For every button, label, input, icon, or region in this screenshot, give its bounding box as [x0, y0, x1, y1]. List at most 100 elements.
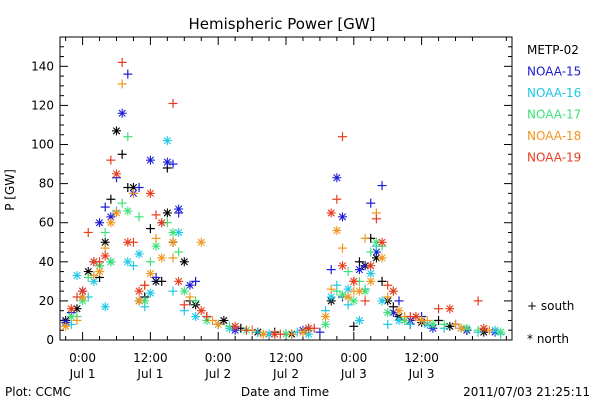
north-point-noaa-19 — [338, 261, 347, 271]
south-point-noaa-19 — [140, 280, 150, 290]
south-point-noaa-18 — [326, 284, 336, 294]
x-tick-label-date: Jul 3 — [408, 367, 435, 381]
north-point-noaa-18 — [332, 226, 342, 236]
north-point-noaa-17 — [349, 296, 359, 306]
north-point-metp-02 — [179, 257, 189, 267]
y-tick-label: 140 — [31, 59, 54, 73]
south-point-noaa-17 — [123, 132, 133, 142]
north-point-noaa-16 — [354, 315, 364, 325]
south-point-noaa-19 — [338, 132, 347, 142]
legend-entry-noaa-16: NOAA-16 — [527, 86, 581, 100]
north-point-noaa-19 — [66, 304, 76, 314]
south-point-noaa-18 — [128, 188, 138, 198]
north-point-noaa-18 — [168, 237, 178, 247]
north-point-noaa-19 — [388, 286, 398, 296]
south-point-noaa-18 — [151, 233, 161, 243]
south-point-noaa-15 — [151, 272, 161, 282]
legend-entry-noaa-15: NOAA-15 — [527, 65, 581, 79]
south-point-noaa-19 — [106, 155, 116, 165]
north-point-noaa-16 — [145, 288, 155, 298]
north-point-noaa-15 — [354, 265, 364, 275]
y-tick-label: 0 — [46, 333, 54, 347]
north-point-noaa-15 — [145, 155, 155, 165]
south-point-noaa-17 — [174, 247, 184, 257]
south-point-noaa-19 — [332, 194, 342, 204]
south-point-noaa-16 — [128, 261, 138, 271]
x-tick-label-date: Jul 2 — [272, 367, 299, 381]
y-tick-label: 20 — [39, 294, 54, 308]
north-point-metp-02 — [445, 321, 455, 331]
south-point-noaa-19 — [83, 227, 93, 237]
south-point-noaa-19 — [434, 304, 444, 314]
north-point-noaa-19 — [366, 261, 376, 271]
north-point-noaa-19 — [112, 169, 121, 179]
south-point-noaa-19 — [383, 280, 393, 290]
south-point-noaa-19 — [360, 296, 370, 306]
footer-credit: Plot: CCMC — [5, 385, 71, 399]
south-point-metp-02 — [377, 276, 387, 286]
south-point-noaa-15 — [366, 198, 376, 208]
south-point-noaa-18 — [338, 243, 347, 253]
north-point-noaa-15 — [338, 212, 347, 222]
south-point-noaa-17 — [117, 198, 127, 208]
x-axis: 0:00 Jul 1 12:00 Jul 1 0:00 Jul 2 12:00 Jul 2 0:… — [65, 37, 507, 381]
north-point-noaa-15 — [174, 204, 184, 214]
south-point-noaa-18 — [185, 292, 195, 302]
data-points — [61, 57, 506, 339]
x-tick-label-date: Jul 3 — [340, 367, 367, 381]
south-point-metp-02 — [354, 257, 364, 267]
north-point-noaa-15 — [95, 218, 105, 228]
south-point-metp-02 — [434, 315, 444, 325]
south-point-noaa-17 — [191, 296, 201, 306]
south-point-noaa-17 — [332, 286, 342, 296]
y-tick-label: 60 — [39, 216, 54, 230]
legend-north-marker: * north — [527, 332, 569, 346]
north-point-noaa-18 — [354, 286, 364, 296]
y-tick-label: 100 — [31, 138, 54, 152]
north-point-noaa-18 — [321, 312, 331, 322]
north-point-noaa-19 — [157, 218, 167, 228]
north-point-noaa-19 — [145, 188, 155, 198]
south-point-noaa-17 — [83, 272, 93, 282]
north-point-noaa-17 — [321, 319, 331, 329]
legend-south-marker: + south — [527, 299, 574, 313]
north-point-noaa-15 — [117, 108, 127, 118]
south-point-noaa-18 — [208, 315, 218, 325]
south-point-noaa-17 — [100, 227, 110, 237]
south-point-noaa-17 — [366, 247, 376, 257]
x-tick-label-date: Jul 1 — [136, 367, 163, 381]
south-point-noaa-19 — [473, 296, 483, 306]
south-point-noaa-15 — [134, 183, 144, 193]
south-point-noaa-15 — [326, 265, 336, 275]
south-point-noaa-18 — [117, 79, 127, 89]
north-point-noaa-19 — [479, 323, 489, 333]
north-point-noaa-19 — [304, 323, 314, 333]
south-point-noaa-19 — [202, 312, 212, 322]
north-point-noaa-18 — [196, 237, 206, 247]
south-point-noaa-15 — [191, 276, 201, 286]
north-point-metp-02 — [219, 315, 229, 325]
north-point-noaa-16 — [100, 302, 110, 312]
south-point-noaa-19 — [371, 214, 381, 224]
south-point-noaa-19 — [168, 98, 178, 108]
south-point-noaa-17 — [439, 319, 449, 329]
x-tick-label-time: 0:00 — [69, 351, 96, 365]
south-point-noaa-18 — [383, 292, 393, 302]
north-point-noaa-19 — [78, 286, 88, 296]
north-point-noaa-18 — [394, 306, 404, 316]
north-point-noaa-18 — [95, 267, 105, 277]
south-point-noaa-19 — [241, 325, 251, 335]
south-point-metp-02 — [117, 149, 127, 159]
north-point-noaa-19 — [89, 257, 99, 267]
north-point-noaa-19 — [377, 237, 387, 247]
north-point-noaa-16 — [377, 296, 387, 306]
north-point-noaa-19 — [270, 329, 280, 339]
south-point-metp-02 — [145, 224, 155, 234]
north-point-noaa-19 — [196, 306, 206, 316]
north-point-noaa-18 — [258, 329, 268, 339]
x-tick-label-date: Jul 2 — [204, 367, 231, 381]
south-point-noaa-18 — [287, 329, 297, 339]
south-point-noaa-15 — [315, 327, 325, 337]
north-point-noaa-18 — [157, 253, 167, 263]
legend-entry-noaa-19: NOAA-19 — [527, 151, 581, 165]
